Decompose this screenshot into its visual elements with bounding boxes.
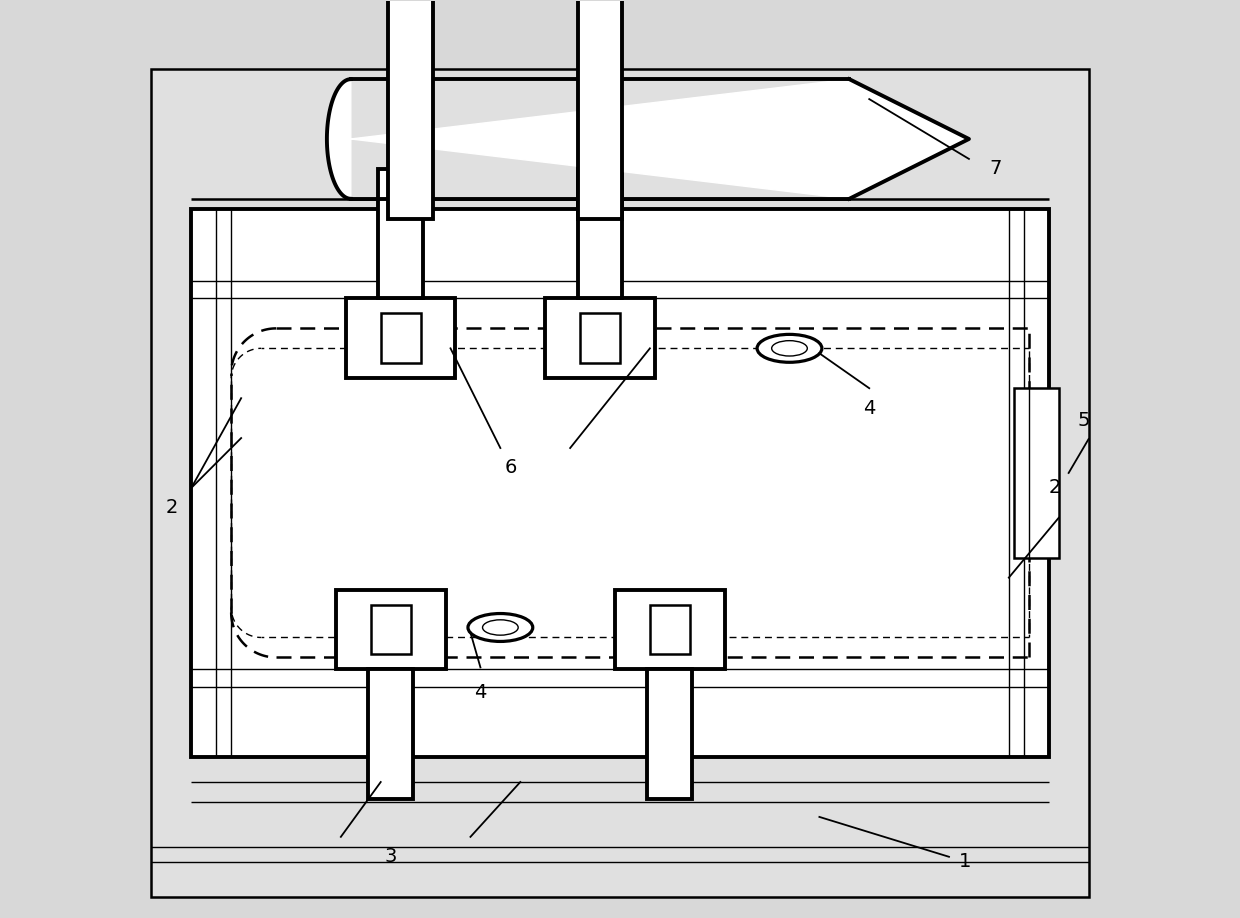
Bar: [546, 298, 655, 378]
Ellipse shape: [482, 620, 518, 635]
Ellipse shape: [771, 341, 807, 356]
Bar: [580, 313, 620, 364]
Bar: [371, 605, 410, 655]
Bar: [615, 589, 724, 669]
Text: 6: 6: [505, 458, 517, 477]
Text: 1: 1: [959, 852, 971, 871]
Bar: [191, 208, 1049, 757]
Bar: [378, 169, 423, 298]
Text: 3: 3: [384, 847, 397, 867]
Text: 2: 2: [165, 498, 177, 518]
Bar: [381, 313, 420, 364]
Ellipse shape: [467, 613, 533, 642]
Polygon shape: [327, 79, 968, 199]
Bar: [346, 298, 455, 378]
Bar: [368, 669, 413, 799]
Text: 4: 4: [863, 398, 875, 418]
Bar: [336, 589, 445, 669]
Ellipse shape: [758, 334, 822, 363]
Text: 4: 4: [474, 683, 486, 701]
Bar: [647, 669, 692, 799]
Text: 2: 2: [1049, 478, 1061, 498]
Bar: [578, 0, 622, 218]
Text: 5: 5: [1078, 411, 1090, 431]
Bar: [578, 169, 622, 298]
Bar: [388, 0, 433, 218]
Bar: [1014, 388, 1059, 558]
Bar: [650, 605, 689, 655]
Text: 7: 7: [988, 160, 1001, 178]
